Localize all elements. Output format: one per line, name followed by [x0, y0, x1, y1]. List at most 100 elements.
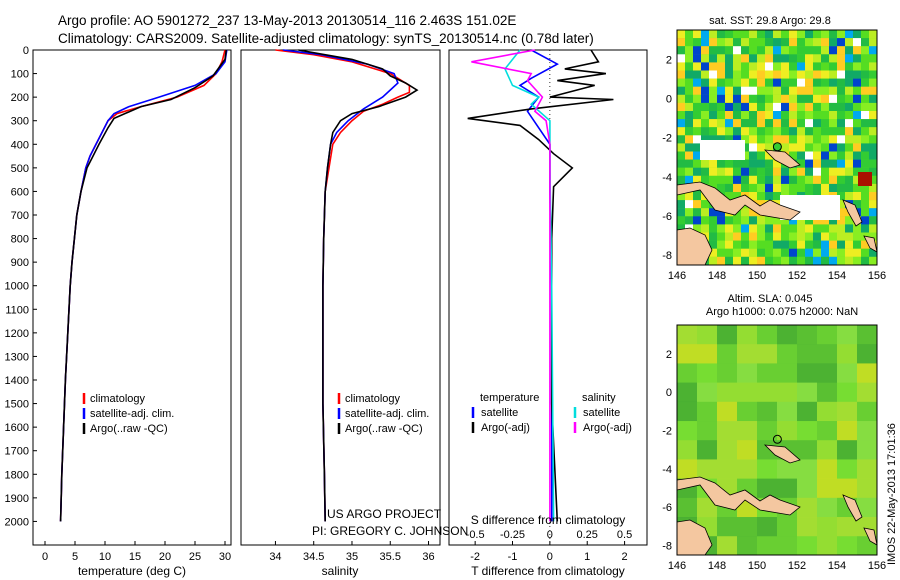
sst-field-cell — [821, 38, 829, 47]
sla-field-cell — [817, 382, 837, 403]
sst-field-cell — [845, 54, 853, 63]
depth-ytick-label: 1400 — [5, 375, 29, 387]
sst-field-cell — [781, 38, 789, 47]
sst-field-cell — [709, 119, 717, 128]
sst-field-cell — [781, 111, 789, 120]
sst-field-cell — [829, 127, 837, 136]
sst-field-cell — [845, 135, 853, 144]
sla-field-cell — [737, 517, 757, 537]
sst-field-cell — [781, 216, 789, 225]
sla-field-cell — [797, 478, 817, 499]
tdiff-xtick-label: -2 — [470, 551, 480, 563]
sst-field-cell — [805, 167, 813, 176]
sla-field-cell — [837, 382, 857, 403]
sst-field-cell — [725, 183, 733, 193]
sst-field-cell — [837, 127, 845, 136]
sla-field-cell — [737, 382, 757, 403]
sst-field-cell — [749, 94, 757, 103]
sst-field-cell — [765, 62, 773, 71]
sst-field-cell — [813, 94, 821, 103]
sst-field-cell — [677, 143, 685, 152]
sst-field-cell — [709, 175, 717, 184]
sst-field-cell — [781, 54, 789, 63]
difference-legend-label: Argo(-adj) — [481, 422, 530, 434]
sst-field-cell — [741, 127, 749, 136]
depth-ytick-label: 1600 — [5, 422, 29, 434]
sst-field-cell — [701, 135, 709, 144]
sst-field-cell — [677, 216, 685, 225]
sla-field-cell — [697, 459, 717, 479]
sst-field-cell — [821, 159, 829, 168]
sla-profile-location-marker — [772, 434, 782, 444]
sla-field-cell — [817, 478, 837, 499]
tdiff-xtick-label: 2 — [622, 551, 628, 563]
sst-field-cell — [701, 224, 709, 233]
sst-field-cell — [733, 102, 741, 112]
sst-field-cell — [765, 86, 773, 95]
sst-field-cell — [853, 256, 861, 265]
sst-field-cell — [805, 256, 813, 265]
sst-field-cell — [741, 119, 749, 128]
sst-field-cell — [749, 183, 757, 193]
temperature-xtick-label: 5 — [72, 551, 78, 563]
sla-map-xtick-label: 156 — [868, 560, 886, 572]
sst-field-cell — [829, 183, 837, 193]
sst-field-cell — [749, 135, 757, 144]
sla-field-cell — [717, 440, 737, 460]
sst-field-cell — [813, 175, 821, 184]
sst-field-cell — [813, 38, 821, 47]
temperature-xtick-label: 0 — [42, 551, 48, 563]
sst-field-cell — [757, 135, 765, 144]
sst-field-cell — [837, 30, 845, 39]
sst-field-cell — [861, 70, 869, 79]
sst-field-cell — [781, 78, 789, 87]
sst-missing-data-patch — [700, 140, 745, 160]
sst-field-cell — [725, 167, 733, 176]
sla-field-cell — [837, 421, 857, 441]
sst-field-cell — [693, 159, 701, 168]
timestamp-stamp: IMOS 22-May-2013 17:01:36 — [886, 423, 898, 565]
sla-field-cell — [737, 536, 757, 555]
sst-field-cell — [685, 54, 693, 63]
sst-field-cell — [789, 175, 797, 184]
sst-field-cell — [773, 70, 781, 79]
sst-field-cell — [861, 240, 869, 249]
sst-field-cell — [845, 70, 853, 79]
sst-field-cell — [789, 70, 797, 79]
sst-field-cell — [805, 30, 813, 39]
sst-field-cell — [821, 151, 829, 160]
sla-map-frame — [676, 324, 878, 556]
sst-field-cell — [733, 38, 741, 47]
sst-field-cell — [757, 216, 765, 225]
sst-field-cell — [709, 159, 717, 168]
sst-field-cell — [805, 232, 813, 241]
series-line-0-satellite-adj-clim- — [59, 49, 228, 522]
sst-field-cell — [757, 62, 765, 71]
sst-field-cell — [821, 183, 829, 193]
depth-ytick-label: 100 — [11, 69, 29, 81]
sla-field-cell — [817, 344, 837, 364]
sst-field-cell — [813, 102, 821, 112]
sst-field-cell — [765, 143, 773, 152]
sst-field-cell — [733, 183, 741, 193]
sst-field-cell — [837, 46, 845, 55]
sla-field-cell — [777, 478, 797, 499]
sst-field-cell — [805, 102, 813, 112]
sla-field-cell — [677, 497, 697, 518]
sst-field-cell — [741, 135, 749, 144]
sst-field-cell — [781, 175, 789, 184]
sst-field-cell — [757, 127, 765, 136]
sla-field-cell — [757, 382, 777, 403]
sst-field-cell — [789, 94, 797, 103]
sst-field-cell — [781, 119, 789, 128]
sst-field-cell — [781, 70, 789, 79]
temperature-xtick-label: 10 — [99, 551, 111, 563]
sla-field-cell — [817, 536, 837, 555]
sst-field-cell — [693, 94, 701, 103]
sst-field-cell — [693, 200, 701, 209]
sst-field-cell — [805, 183, 813, 193]
temperature-xtick-label: 20 — [159, 551, 171, 563]
sst-field-cell — [741, 111, 749, 120]
temperature-axis-label: temperature (deg C) — [78, 564, 186, 578]
sst-field-cell — [781, 240, 789, 249]
